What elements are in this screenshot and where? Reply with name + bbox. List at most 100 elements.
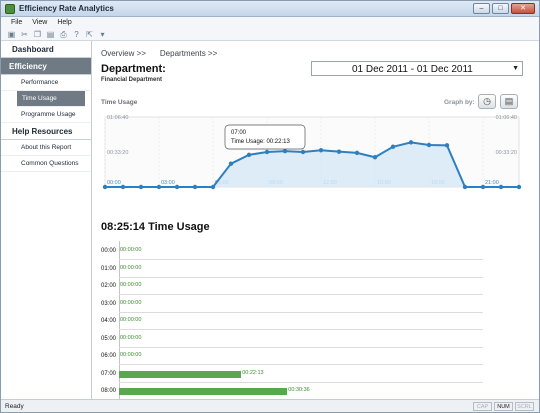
data-point[interactable] — [354, 150, 360, 156]
data-point[interactable] — [138, 184, 144, 190]
data-point[interactable] — [372, 155, 378, 160]
status-bar: Ready CAP NUM SCRL — [1, 399, 539, 412]
bar-value-label: 00:00:00 — [120, 352, 142, 358]
bar-category-label: 03:00 — [101, 300, 117, 307]
tooltip-time: 07:00 — [231, 130, 247, 136]
sidebar-item-about[interactable]: About this Report — [1, 140, 91, 156]
date-range-select[interactable]: 01 Dec 2011 - 01 Dec 2011 ▼ — [311, 61, 523, 76]
bar-category-label: 05:00 — [101, 335, 117, 342]
status-text: Ready — [5, 403, 24, 410]
monitor-icon[interactable]: ▣ — [7, 29, 16, 39]
data-point[interactable] — [516, 184, 522, 190]
data-point[interactable] — [408, 140, 414, 145]
copy-icon[interactable]: ❐ — [33, 29, 42, 39]
bar-row: 07:00 00:22:13 — [93, 366, 483, 383]
row-divider — [119, 259, 483, 260]
bar-row: 08:00 00:30:36 — [93, 383, 483, 399]
dropdown-arrow-icon[interactable]: ▾ — [100, 29, 105, 39]
bar-row: 03:00 00:00:00 — [93, 296, 483, 313]
pointer-icon[interactable]: ⇱ — [86, 29, 93, 39]
data-point[interactable] — [282, 148, 288, 154]
sidebar-item-programme-usage[interactable]: Programme Usage — [1, 107, 91, 123]
bar-value-label: 00:22:13 — [242, 369, 264, 376]
data-point[interactable] — [426, 142, 432, 148]
bar-category-label: 07:00 — [101, 370, 117, 377]
graph-by-clock-button[interactable]: ◷ — [478, 94, 496, 109]
breadcrumb-overview[interactable]: Overview >> — [101, 49, 146, 58]
data-point[interactable] — [318, 148, 324, 153]
breadcrumb: Overview >> Departments >> — [101, 49, 217, 58]
bar-value-label: 00:00:00 — [120, 317, 142, 323]
menu-file[interactable]: File — [11, 19, 23, 26]
data-point[interactable] — [120, 184, 126, 190]
page-title: Department: — [101, 63, 166, 75]
y-tick-label-left: 01:06:40 — [107, 115, 128, 121]
print-icon[interactable]: ⎙ — [60, 29, 67, 39]
list-icon: ▤ — [504, 96, 514, 106]
data-point[interactable] — [102, 184, 108, 190]
usage-total-title: 08:25:14 Time Usage — [101, 221, 210, 233]
sidebar-help-resources[interactable]: Help Resources — [1, 123, 91, 140]
paste-icon[interactable]: ▤ — [46, 29, 55, 39]
data-point[interactable] — [462, 184, 468, 190]
data-point[interactable] — [444, 143, 450, 148]
menu-view[interactable]: View — [32, 19, 48, 26]
breadcrumb-departments[interactable]: Departments >> — [159, 49, 218, 58]
dropdown-arrow-icon[interactable]: ▼ — [512, 65, 519, 72]
data-point[interactable] — [498, 184, 504, 190]
chart-tooltip: 07:00 Time Usage: 00:22:13 — [224, 124, 306, 150]
data-point[interactable] — [336, 149, 342, 154]
row-divider — [119, 364, 483, 365]
bar-row: 02:00 00:00:00 — [93, 278, 483, 295]
title-bar: Efficiency Rate Analytics – □ ✕ — [1, 1, 539, 17]
sidebar-dashboard[interactable]: Dashboard — [1, 41, 91, 58]
data-point[interactable] — [156, 184, 162, 190]
row-divider — [119, 381, 483, 383]
bar-row: 00:00 00:00:00 — [93, 243, 483, 260]
y-tick-label-right: 01:06:40 — [496, 115, 517, 121]
bar-value-label: 00:00:00 — [120, 264, 142, 271]
y-tick-label-left: 00:33:20 — [107, 150, 128, 156]
data-point[interactable] — [390, 144, 396, 149]
data-point[interactable] — [300, 149, 306, 155]
bar[interactable] — [119, 388, 288, 395]
time-usage-line-chart: 01:06:40 00:33:20 01:06:40 00:33:20 00:00 03:… — [102, 115, 522, 190]
series-line — [105, 141, 519, 188]
sidebar-item-time-usage[interactable]: Time Usage — [17, 91, 85, 107]
bar-row: 06:00 00:00:00 — [93, 348, 483, 365]
graph-by-label: Graph by: — [444, 99, 475, 106]
maximize-button[interactable]: □ — [492, 3, 509, 14]
bar-category-label: 08:00 — [101, 388, 117, 394]
close-button[interactable]: ✕ — [511, 3, 535, 14]
row-divider — [119, 346, 483, 348]
data-point[interactable] — [480, 184, 486, 190]
main-content: Overview >> Departments >> Department: F… — [93, 41, 539, 399]
bar-row: 05:00 00:00:00 — [93, 331, 483, 348]
bar-value-label: 00:00:00 — [120, 334, 142, 341]
sidebar-item-performance[interactable]: Performance — [1, 75, 91, 91]
data-point[interactable] — [228, 161, 234, 166]
sidebar-item-common-questions[interactable]: Common Questions — [1, 156, 91, 172]
data-point[interactable] — [174, 184, 180, 190]
data-point[interactable] — [264, 149, 270, 155]
sidebar-efficiency[interactable]: Efficiency — [1, 58, 91, 75]
data-point[interactable] — [210, 184, 216, 190]
clock-icon: ◷ — [483, 96, 491, 106]
row-divider — [119, 311, 483, 313]
bar-category-label: 06:00 — [101, 353, 117, 359]
help-icon[interactable]: ? — [74, 29, 79, 39]
bar-value-label: 00:30:36 — [288, 387, 310, 393]
menu-help[interactable]: Help — [57, 19, 72, 26]
data-point[interactable] — [192, 184, 198, 190]
bar[interactable] — [119, 370, 242, 378]
chart-title: Time Usage — [101, 99, 138, 106]
app-logo-icon — [5, 4, 15, 14]
minimize-button[interactable]: – — [473, 3, 490, 14]
data-point[interactable] — [246, 152, 252, 158]
cut-icon[interactable]: ✂ — [21, 29, 28, 39]
bar-row: 04:00 00:00:00 — [93, 313, 483, 330]
x-tick-label: 00:00 — [107, 180, 121, 186]
graph-by-list-button[interactable]: ▤ — [500, 94, 518, 109]
area-fill — [105, 142, 519, 187]
